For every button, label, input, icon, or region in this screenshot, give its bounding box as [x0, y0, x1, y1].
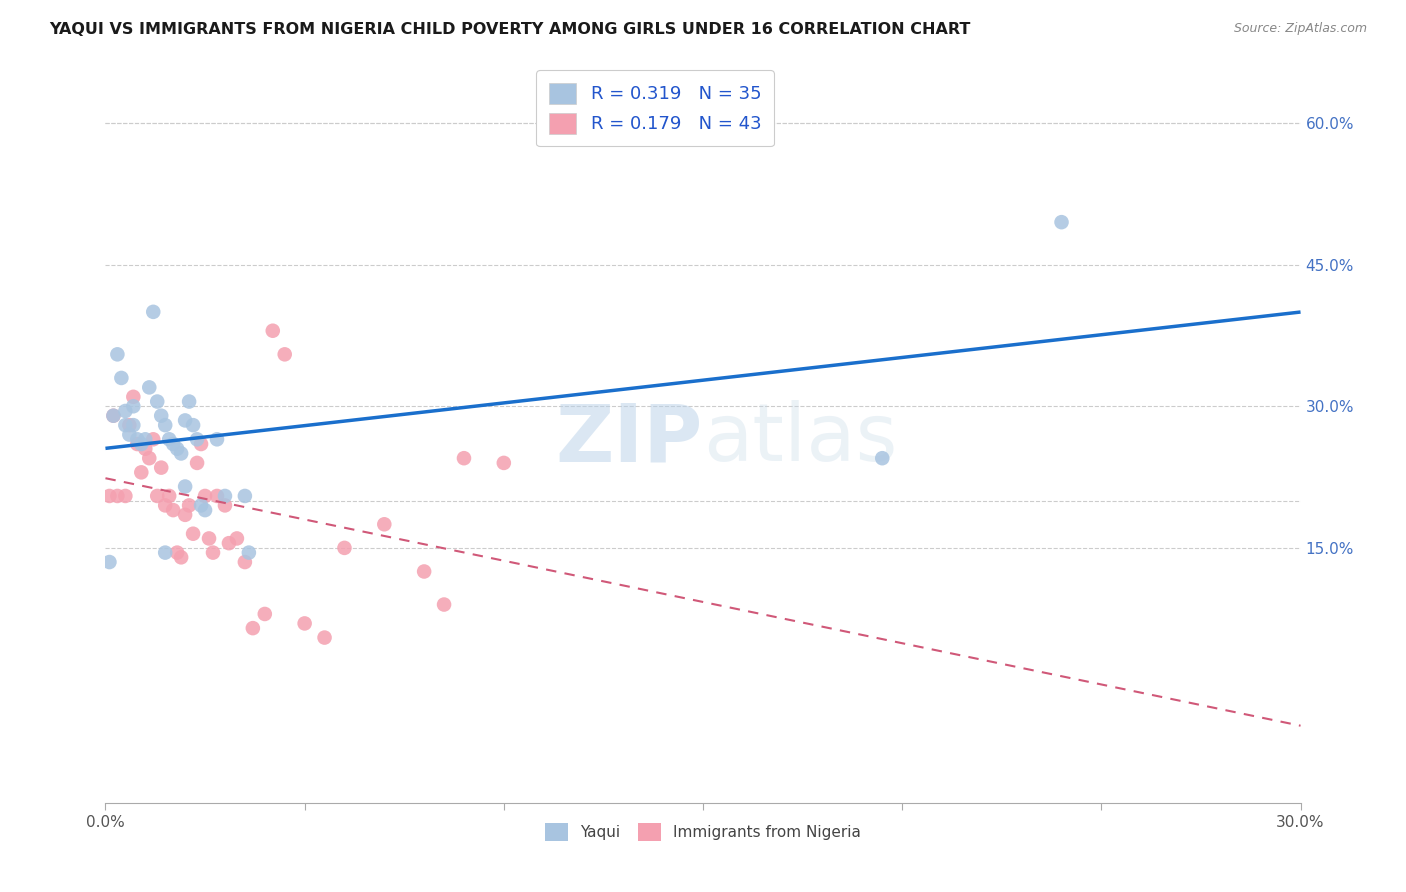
Text: YAQUI VS IMMIGRANTS FROM NIGERIA CHILD POVERTY AMONG GIRLS UNDER 16 CORRELATION : YAQUI VS IMMIGRANTS FROM NIGERIA CHILD P… — [49, 22, 970, 37]
Point — [107, 347, 129, 361]
Point — [142, 305, 165, 319]
Point — [174, 508, 197, 522]
Point — [170, 446, 193, 460]
Point — [118, 427, 141, 442]
Point — [314, 631, 336, 645]
Point — [174, 479, 197, 493]
Point — [129, 466, 153, 480]
Point — [122, 399, 145, 413]
Point — [214, 499, 236, 513]
Point — [194, 503, 217, 517]
Point — [153, 499, 177, 513]
Text: Source: ZipAtlas.com: Source: ZipAtlas.com — [1233, 22, 1367, 36]
Point — [194, 489, 217, 503]
Point — [146, 489, 169, 503]
Point — [146, 394, 169, 409]
Point — [138, 451, 160, 466]
Point — [166, 442, 188, 456]
Point — [103, 409, 125, 423]
Point — [114, 404, 136, 418]
Point — [253, 607, 276, 621]
Point — [373, 517, 395, 532]
Point — [162, 437, 184, 451]
Point — [103, 409, 125, 423]
Point — [214, 489, 236, 503]
Point — [138, 380, 160, 394]
Point — [198, 532, 221, 546]
Point — [162, 503, 184, 517]
Point — [433, 598, 456, 612]
Point — [262, 324, 284, 338]
Point — [157, 432, 180, 446]
Point — [186, 432, 208, 446]
Point — [114, 418, 136, 433]
Point — [177, 394, 201, 409]
Point — [242, 621, 264, 635]
Point — [142, 432, 165, 446]
Point — [233, 489, 256, 503]
Point — [110, 371, 132, 385]
Point — [1050, 215, 1073, 229]
Point — [134, 442, 156, 456]
Point — [107, 489, 129, 503]
Point — [333, 541, 356, 555]
Point — [190, 499, 212, 513]
Point — [453, 451, 475, 466]
Point — [233, 555, 256, 569]
Point — [122, 390, 145, 404]
Point — [872, 451, 894, 466]
Point — [114, 489, 136, 503]
Point — [150, 409, 173, 423]
Point — [174, 413, 197, 427]
Point — [190, 437, 212, 451]
Point — [492, 456, 515, 470]
Point — [166, 546, 188, 560]
Text: atlas: atlas — [703, 401, 897, 478]
Point — [294, 616, 316, 631]
Point — [127, 437, 149, 451]
Point — [118, 418, 141, 433]
Point — [153, 418, 177, 433]
Point — [127, 432, 149, 446]
Point — [205, 432, 228, 446]
Point — [122, 418, 145, 433]
Point — [98, 489, 121, 503]
Legend: Yaqui, Immigrants from Nigeria: Yaqui, Immigrants from Nigeria — [536, 814, 870, 850]
Point — [186, 456, 208, 470]
Point — [202, 546, 225, 560]
Point — [134, 432, 156, 446]
Point — [170, 550, 193, 565]
Point — [413, 565, 436, 579]
Text: ZIP: ZIP — [555, 401, 703, 478]
Point — [205, 489, 228, 503]
Point — [150, 460, 173, 475]
Point — [218, 536, 240, 550]
Point — [177, 499, 201, 513]
Point — [238, 546, 260, 560]
Point — [181, 526, 204, 541]
Point — [181, 418, 204, 433]
Point — [157, 489, 180, 503]
Point — [98, 555, 121, 569]
Point — [273, 347, 295, 361]
Point — [225, 532, 249, 546]
Point — [129, 437, 153, 451]
Point — [153, 546, 177, 560]
